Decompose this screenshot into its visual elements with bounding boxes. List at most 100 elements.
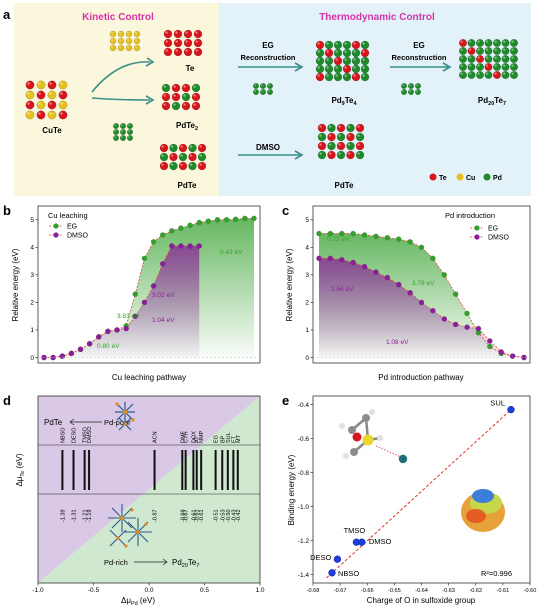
pdte-atom-right-highlight bbox=[347, 125, 351, 128]
legend-eg-dot bbox=[53, 223, 59, 229]
pd20te7-atom bbox=[475, 70, 485, 80]
d-bar-deso bbox=[72, 450, 75, 490]
cu-atom bbox=[133, 44, 141, 52]
pd9te4-atom-highlight bbox=[326, 58, 329, 61]
c-point-eg bbox=[452, 291, 459, 297]
pdte2-atom bbox=[191, 101, 201, 111]
pd-atom-eg2-highlight bbox=[416, 90, 418, 92]
c-point-eg bbox=[441, 272, 448, 278]
pd20te7-atom-highlight bbox=[469, 40, 472, 43]
pdte-atom-right-highlight bbox=[319, 152, 322, 155]
b-point-dmso bbox=[150, 283, 157, 289]
e-ytick-label: -1.0 bbox=[298, 504, 310, 511]
b-point-dmso bbox=[169, 243, 175, 249]
e-point-dmso bbox=[358, 538, 366, 546]
annot-c-256: 2.56 eV bbox=[331, 286, 354, 293]
e-point-nbso bbox=[328, 569, 336, 577]
legend-pd-dot bbox=[483, 173, 491, 181]
c-point-dmso bbox=[418, 299, 425, 306]
d-xtick-label: -1.0 bbox=[32, 587, 44, 594]
e-ytick-label: -0.6 bbox=[298, 436, 310, 443]
d-value-label: -1.31 bbox=[72, 509, 78, 522]
pdte-atom-right bbox=[346, 132, 355, 142]
pdte-atom-left bbox=[188, 143, 197, 153]
pd-atoms-cluster bbox=[112, 122, 134, 142]
b-point-dmso bbox=[68, 350, 75, 357]
pd-atom-eg1 bbox=[252, 82, 260, 90]
pd9te4-atom-highlight bbox=[326, 74, 329, 77]
cute-atom-highlight bbox=[27, 112, 30, 115]
pdte-atom-left bbox=[169, 143, 178, 153]
pdte-atom-right bbox=[355, 150, 365, 160]
pd20te7-atom bbox=[475, 46, 485, 56]
cu-atom-highlight bbox=[135, 39, 137, 41]
pdte-atom-right-highlight bbox=[328, 134, 332, 137]
panel-c: c 0 1 2 3 4 5 Pd introduction EG DMSO 0.72 eV… bbox=[282, 203, 531, 382]
pd9te4-atom bbox=[351, 56, 361, 66]
pd-atom-eg2-highlight bbox=[402, 84, 404, 86]
pdte-atom-right-highlight bbox=[338, 152, 341, 155]
b-point-eg bbox=[214, 216, 221, 223]
pdte2-label: PdTe2 bbox=[176, 121, 198, 132]
pd-atom-eg2-highlight bbox=[402, 90, 404, 92]
b-point-eg bbox=[150, 239, 157, 245]
pd9te4-atom bbox=[324, 48, 334, 58]
legend-c-dmso-label: DMSO bbox=[488, 235, 510, 242]
cu-atom-highlight bbox=[119, 32, 121, 34]
pd9te4-atom-highlight bbox=[317, 50, 320, 53]
e-point-sul bbox=[507, 405, 515, 414]
d-solvent-label: EG bbox=[214, 435, 220, 443]
pdte2-atom-highlight bbox=[193, 94, 196, 97]
pdte2-atom-highlight bbox=[193, 103, 196, 106]
d-solvent-label: NBSO bbox=[60, 427, 66, 443]
pd9te4-atom bbox=[342, 72, 352, 82]
pd-atom bbox=[112, 128, 120, 136]
pdte-atom-left bbox=[169, 152, 178, 162]
c-point-eg bbox=[418, 244, 425, 251]
panel-d-ylabel: ΔμTe (eV) bbox=[15, 453, 26, 486]
pd-atom-eg1-highlight bbox=[254, 84, 256, 86]
pdte-atom-right bbox=[327, 123, 336, 133]
pdte2-atom bbox=[191, 83, 201, 93]
pd-atom-eg2-highlight bbox=[416, 84, 418, 86]
panel-b-xlabel: Cu leaching pathway bbox=[112, 373, 186, 382]
pd9te4-atom bbox=[324, 64, 334, 74]
pd9te4-cluster bbox=[315, 40, 370, 82]
e-point-label: TMSO bbox=[344, 526, 366, 535]
pd9te4-atom bbox=[342, 40, 352, 50]
annot-b-383: 3.83 eV bbox=[117, 313, 140, 320]
te-cluster bbox=[163, 29, 203, 57]
pd9te4-atom-highlight bbox=[326, 66, 329, 69]
pd9te4-atom-highlight bbox=[362, 42, 365, 45]
cu-atom-highlight bbox=[111, 46, 113, 48]
e-point-deso bbox=[333, 555, 342, 563]
cu-atom bbox=[133, 37, 141, 45]
pd9te4-atom-highlight bbox=[317, 74, 320, 77]
pd20te7-atom-highlight bbox=[477, 48, 480, 51]
cu-atom bbox=[133, 30, 141, 38]
pd9te4-atom-highlight bbox=[362, 50, 365, 53]
pd-atom-eg2 bbox=[407, 88, 415, 96]
c-point-eg bbox=[338, 230, 345, 237]
pd-rich-region bbox=[38, 396, 260, 583]
pd9te4-atom bbox=[351, 48, 361, 58]
pd9te4-atom bbox=[333, 64, 343, 74]
e-point-label: SUL bbox=[490, 399, 505, 408]
pdte-atom-left-highlight bbox=[170, 145, 174, 148]
d-xtick-label: 0.5 bbox=[200, 587, 209, 594]
pdte2-atom bbox=[171, 101, 181, 111]
pd20te7-atom bbox=[501, 62, 510, 72]
panel-b-title: Cu leaching bbox=[48, 211, 88, 220]
legend-te-dot bbox=[429, 173, 437, 181]
cute-atom-highlight bbox=[60, 82, 63, 85]
pd-atom bbox=[126, 122, 134, 130]
pdte-atom-right-highlight bbox=[338, 125, 341, 128]
pdte-atom-right bbox=[346, 141, 355, 151]
pd20te7-atom bbox=[501, 46, 510, 56]
cute-atom-highlight bbox=[27, 82, 30, 85]
pdte-atom-right bbox=[317, 141, 327, 151]
te-atom-highlight bbox=[195, 49, 198, 52]
cu-atom bbox=[117, 44, 125, 52]
cute-atom-highlight bbox=[49, 112, 52, 115]
te-atom bbox=[173, 29, 183, 39]
